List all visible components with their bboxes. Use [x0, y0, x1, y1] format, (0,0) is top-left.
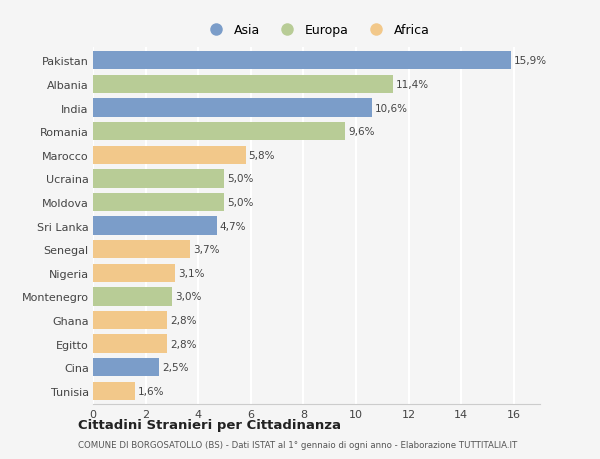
- Bar: [93, 382, 135, 400]
- Bar: [93, 123, 346, 141]
- Bar: [93, 99, 372, 118]
- Bar: [93, 358, 159, 376]
- Text: 9,6%: 9,6%: [349, 127, 375, 137]
- Bar: [93, 287, 172, 306]
- Text: 5,0%: 5,0%: [227, 174, 254, 184]
- Bar: [93, 217, 217, 235]
- Bar: [93, 146, 245, 165]
- Text: 3,0%: 3,0%: [175, 292, 202, 302]
- Text: 10,6%: 10,6%: [375, 103, 408, 113]
- Text: 2,8%: 2,8%: [170, 339, 196, 349]
- Bar: [93, 76, 393, 94]
- Legend: Asia, Europa, Africa: Asia, Europa, Africa: [199, 19, 434, 42]
- Bar: [93, 52, 511, 70]
- Text: 3,7%: 3,7%: [193, 245, 220, 255]
- Text: 2,5%: 2,5%: [162, 363, 188, 372]
- Bar: [93, 170, 224, 188]
- Text: 5,0%: 5,0%: [227, 197, 254, 207]
- Text: 3,1%: 3,1%: [178, 268, 204, 278]
- Bar: [93, 335, 167, 353]
- Bar: [93, 241, 190, 259]
- Text: 1,6%: 1,6%: [138, 386, 165, 396]
- Text: 4,7%: 4,7%: [220, 221, 246, 231]
- Text: COMUNE DI BORGOSATOLLO (BS) - Dati ISTAT al 1° gennaio di ogni anno - Elaborazio: COMUNE DI BORGOSATOLLO (BS) - Dati ISTAT…: [78, 441, 517, 449]
- Text: 5,8%: 5,8%: [248, 151, 275, 160]
- Text: 11,4%: 11,4%: [396, 80, 429, 90]
- Bar: [93, 264, 175, 282]
- Bar: [93, 193, 224, 212]
- Bar: [93, 311, 167, 330]
- Text: 2,8%: 2,8%: [170, 315, 196, 325]
- Text: 15,9%: 15,9%: [514, 56, 547, 66]
- Text: Cittadini Stranieri per Cittadinanza: Cittadini Stranieri per Cittadinanza: [78, 418, 341, 431]
